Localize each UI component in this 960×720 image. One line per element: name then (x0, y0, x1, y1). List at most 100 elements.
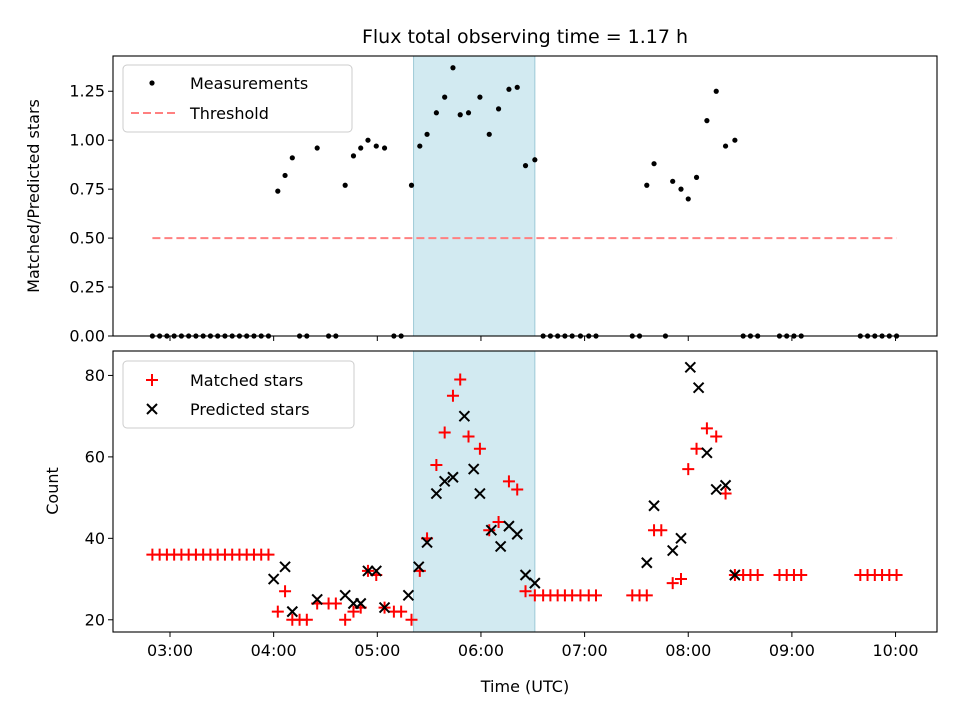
measurement-point (506, 86, 512, 92)
count-legend-box (122, 360, 355, 429)
predicted-star-point (675, 532, 687, 545)
matched-star-point (454, 373, 467, 386)
matched-star-point (674, 573, 687, 586)
measurement-point (693, 174, 700, 180)
measurement-point (486, 131, 492, 137)
legend-matched-marker (146, 374, 158, 386)
predicted-star-point (447, 471, 459, 483)
predicted-star-point (438, 475, 451, 488)
y-tick-label: 0.50 (69, 229, 105, 248)
x-tick-label: 06:00 (458, 641, 504, 660)
x-tick-label: 03:00 (147, 641, 193, 660)
measurement-point (450, 65, 456, 71)
measurement-point (532, 157, 538, 163)
measurement-point (713, 88, 719, 94)
matched-star-point (262, 548, 275, 561)
matched-star-point (329, 597, 342, 610)
measurement-point (644, 182, 650, 188)
matched-star-point (339, 613, 352, 626)
matched-star-point (710, 430, 723, 443)
predicted-star-point (692, 381, 705, 394)
matched-star-point (682, 463, 695, 476)
predicted-star-point (421, 536, 433, 549)
matched-star-point (473, 442, 486, 455)
predicted-star-point (494, 540, 507, 553)
matched-star-point (751, 568, 764, 581)
predicted-star-point (362, 565, 374, 577)
ratio-marks (149, 65, 900, 339)
measurement-point (704, 118, 710, 124)
y-tick-label: 80 (85, 366, 105, 385)
measurement-point (408, 182, 415, 188)
matched-star-point (700, 422, 713, 435)
count-marks (146, 361, 903, 626)
measurement-point (522, 163, 529, 169)
matched-star-point (462, 430, 475, 443)
predicted-star-point (666, 544, 679, 557)
matched-star-point (347, 605, 360, 618)
predicted-star-point (279, 561, 291, 573)
legend-measurements-marker (149, 80, 155, 86)
y-tick-label: 0.00 (69, 327, 105, 346)
matched-star-point (395, 605, 408, 618)
measurement-point (342, 182, 348, 188)
measurement-point (417, 143, 423, 149)
ratio-y-axis-label: Matched/Predicted stars (24, 99, 43, 293)
y-tick-label: 20 (85, 610, 105, 629)
predicted-star-point (684, 361, 697, 373)
matched-star-point (655, 524, 668, 537)
matched-star-point (271, 605, 284, 618)
legend-predicted-label: Predicted stars (190, 400, 310, 419)
predicted-star-point (511, 528, 523, 540)
y-tick-label: 0.25 (69, 278, 105, 297)
measurement-point (457, 112, 463, 118)
y-tick-label: 0.75 (69, 180, 105, 199)
matched-star-point (492, 516, 505, 529)
predicted-star-point (467, 463, 480, 475)
measurement-point (350, 153, 357, 159)
matched-star-point (502, 475, 515, 488)
count-plot-frame (112, 350, 938, 633)
predicted-star-point (648, 500, 660, 512)
predicted-star-point (378, 601, 391, 614)
measurement-point (282, 172, 288, 179)
predicted-star-point (355, 597, 367, 610)
measurement-point (722, 143, 729, 149)
predicted-star-point (485, 524, 498, 536)
matched-star-point (690, 442, 703, 455)
count-y-axis-label: Count (43, 467, 62, 515)
predicted-star-point (402, 589, 415, 602)
measurement-point (275, 188, 281, 194)
matched-star-point (446, 389, 459, 402)
matched-star-point (483, 524, 496, 537)
matched-star-point (405, 613, 418, 626)
measurement-point (732, 137, 738, 143)
measurement-point (670, 178, 676, 184)
predicted-star-point (519, 569, 532, 581)
x-tick-label: 10:00 (872, 641, 918, 660)
predicted-star-point (267, 573, 280, 585)
matched-star-point (511, 483, 524, 496)
matched-star-point (890, 568, 903, 581)
x-tick-label: 09:00 (769, 641, 815, 660)
ratio-x-ticks (169, 336, 897, 341)
measurement-point (365, 137, 371, 143)
ratio-legend-box (122, 64, 353, 133)
predicted-star-point (719, 479, 732, 492)
measurement-point (358, 145, 364, 151)
x-tick-label: 07:00 (562, 641, 608, 660)
measurement-point (314, 145, 320, 151)
ratio-plot-frame (112, 55, 938, 337)
chart-title: Flux total observing time = 1.17 h (362, 26, 688, 48)
predicted-star-point (474, 487, 486, 500)
y-tick-label: 40 (85, 529, 105, 548)
x-tick-label: 08:00 (665, 641, 711, 660)
predicted-star-point (430, 487, 443, 500)
y-tick-label: 60 (85, 447, 105, 466)
predicted-star-point (413, 561, 425, 573)
count-y-ticks: 20 40 60 80 (85, 366, 113, 629)
predicted-star-point (311, 593, 323, 606)
predicted-star-point (729, 569, 741, 581)
